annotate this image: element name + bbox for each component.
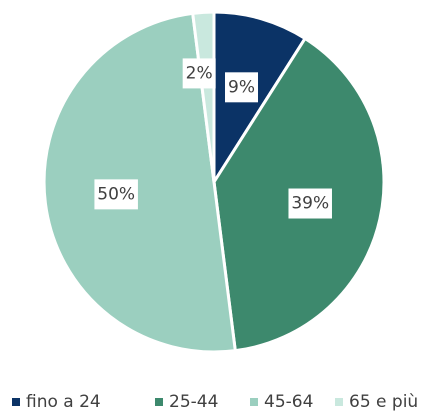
data-label-box xyxy=(225,72,259,103)
data-label: 9% xyxy=(228,77,255,97)
pie-slice xyxy=(42,11,237,354)
legend-label: fino a 24 xyxy=(26,392,101,412)
data-label: 50% xyxy=(97,184,135,204)
legend-swatch xyxy=(335,398,343,406)
legend-label: 25-44 xyxy=(169,392,218,412)
data-label: 2% xyxy=(186,63,213,83)
data-label: 39% xyxy=(291,194,329,214)
pie-slice xyxy=(212,10,307,184)
pie-slice xyxy=(191,10,216,184)
data-label-box xyxy=(94,179,138,210)
legend-swatch xyxy=(12,398,20,406)
legend-label: 45-64 xyxy=(264,392,313,412)
data-label-box xyxy=(182,58,216,89)
legend-swatch xyxy=(250,398,258,406)
legend-swatch xyxy=(155,398,163,406)
data-label-box xyxy=(288,188,332,219)
legend-label: 65 e più xyxy=(349,392,418,412)
